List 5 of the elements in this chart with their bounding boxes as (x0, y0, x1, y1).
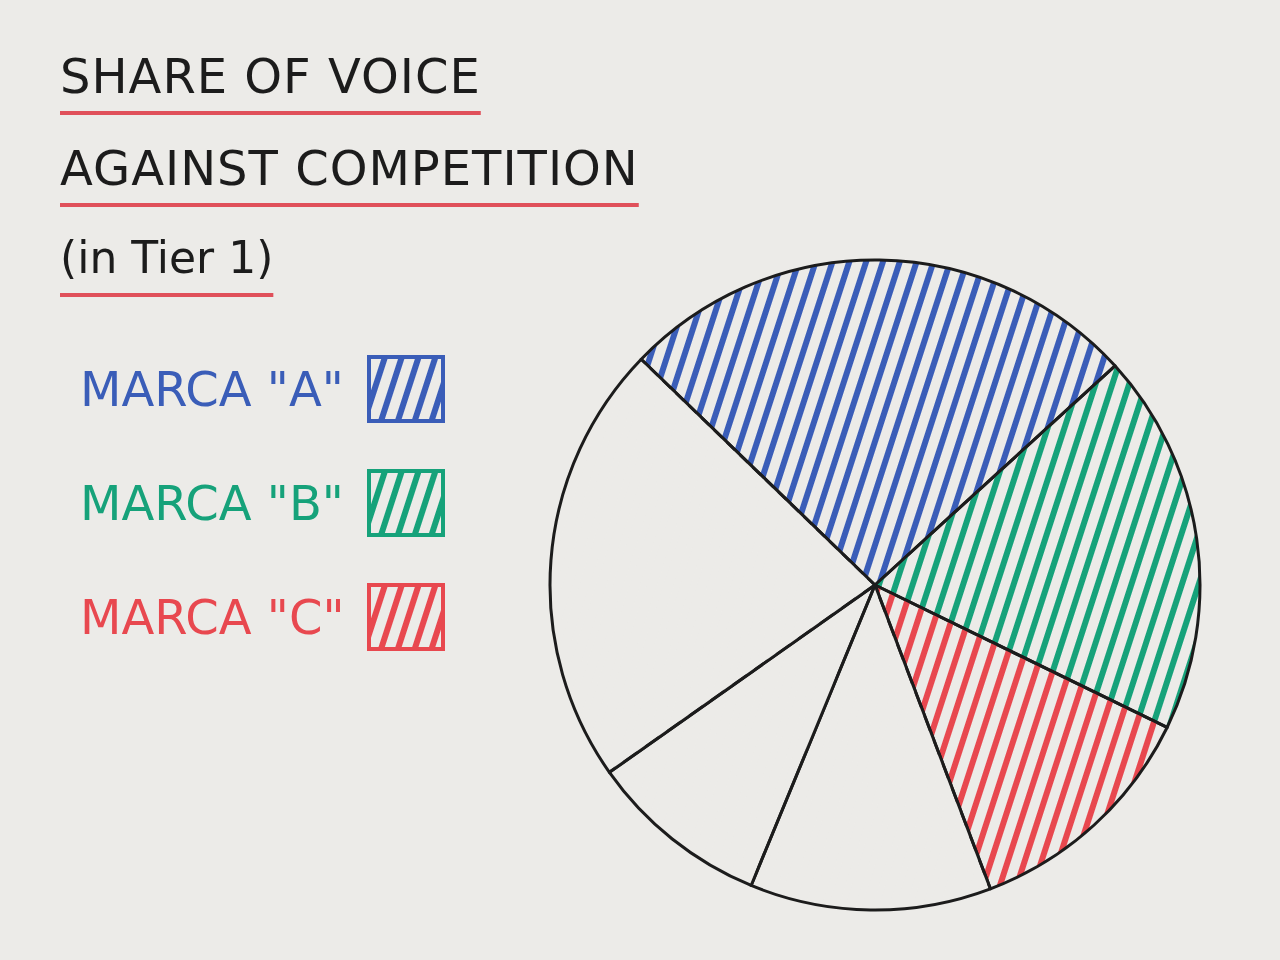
chart-title: SHARE OF VOICE AGAINST COMPETITION (60, 47, 640, 198)
chart-subtitle: (in Tier 1) (60, 231, 275, 285)
legend-label: MARCA "B" (80, 475, 345, 531)
legend-label: MARCA "C" (80, 589, 346, 645)
legend-label: MARCA "A" (80, 361, 345, 417)
